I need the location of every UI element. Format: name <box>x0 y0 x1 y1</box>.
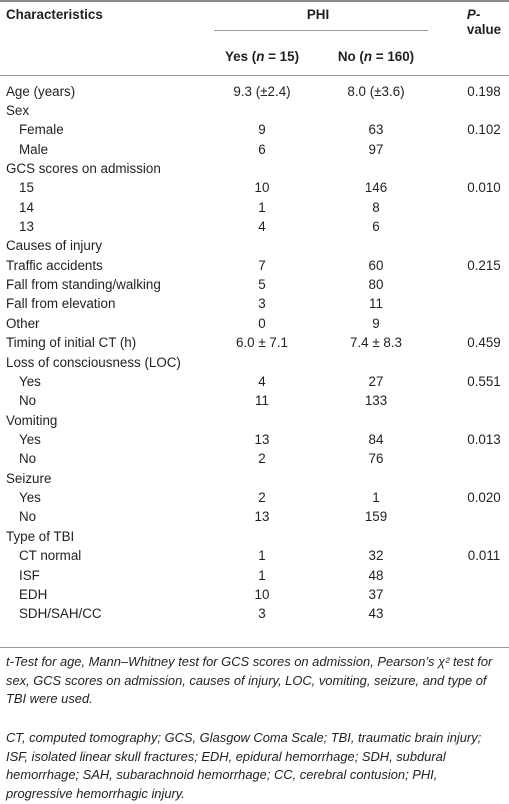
cell-value: 9 <box>372 315 380 331</box>
cell-value: 2 <box>258 490 266 506</box>
row-label: Yes <box>19 431 41 447</box>
header-rule <box>0 75 509 76</box>
cell-value: 8.0 (±3.6) <box>347 83 405 99</box>
cell-value: 9 <box>258 122 266 138</box>
row-label: Yes <box>19 490 41 506</box>
header-yes: Yes (n = 15) <box>225 49 299 64</box>
cell-value: 11 <box>255 393 269 409</box>
yes-n: n <box>256 49 265 64</box>
cell-value: 97 <box>368 141 384 157</box>
row-label: Type of TBI <box>6 528 75 544</box>
cell-value: 0.010 <box>467 180 501 196</box>
cell-value: 13 <box>254 509 270 525</box>
cell-value: 9.3 (±2.4) <box>233 83 291 99</box>
cell-value: 80 <box>368 277 384 293</box>
no-b: = 160) <box>372 49 415 64</box>
row-label: Causes of injury <box>6 238 103 254</box>
cell-value: 13 <box>254 431 270 447</box>
cell-value: 1 <box>372 490 380 506</box>
top-rule <box>0 0 509 2</box>
header-p-value: P-value <box>467 7 501 37</box>
no-a: No ( <box>337 49 364 64</box>
row-label: EDH <box>19 586 48 602</box>
cell-value: 10 <box>254 586 270 602</box>
cell-value: 32 <box>368 548 384 564</box>
cell-value: 1 <box>258 548 266 564</box>
cell-value: 5 <box>258 277 266 293</box>
row-label: Loss of consciousness (LOC) <box>6 354 181 370</box>
cell-value: 4 <box>258 219 266 235</box>
row-label: 15 <box>19 180 34 196</box>
header-no: No (n = 160) <box>338 49 414 64</box>
row-label: No <box>19 451 37 467</box>
cell-value: 0.215 <box>467 257 501 273</box>
cell-value: 0.011 <box>467 548 501 564</box>
no-n: n <box>363 49 373 64</box>
cell-value: 37 <box>368 586 384 602</box>
cell-value: 27 <box>368 373 384 389</box>
cell-value: 2 <box>258 451 266 467</box>
row-label: Female <box>19 122 64 138</box>
note: t-Test for age, Mann–Whitney test for GC… <box>6 654 493 707</box>
group-rule <box>214 30 428 31</box>
row-label: Other <box>6 315 40 331</box>
cell-value: 76 <box>368 451 384 467</box>
cell-value: 63 <box>368 122 384 138</box>
row-label: CT normal <box>19 548 82 564</box>
cell-value: 3 <box>258 606 266 622</box>
cell-value: 0.013 <box>467 431 501 447</box>
cell-value: 0 <box>258 315 266 331</box>
cell-value: 1 <box>258 567 266 583</box>
row-label: Yes <box>19 373 41 389</box>
cell-value: 3 <box>258 296 266 312</box>
cell-value: 60 <box>368 257 384 273</box>
cell-value: 0.459 <box>467 335 501 351</box>
cell-value: 133 <box>364 393 388 409</box>
row-label: Vomiting <box>6 412 58 428</box>
row-label: 13 <box>19 219 34 235</box>
cell-value: 6 <box>372 219 380 235</box>
cell-value: 0.551 <box>467 373 501 389</box>
cell-value: 11 <box>369 296 383 312</box>
cell-value: 7.4 ± 8.3 <box>349 335 403 351</box>
row-label: GCS scores on admission <box>6 160 161 176</box>
row-label: Age (years) <box>6 83 76 99</box>
header-group: PHI <box>306 7 330 22</box>
cell-value: 6.0 ± 7.1 <box>235 335 289 351</box>
cell-value: 0.102 <box>467 122 501 138</box>
cell-value: 159 <box>364 509 388 525</box>
yes-a: Yes ( <box>224 49 257 64</box>
row-label: No <box>19 509 37 525</box>
yes-b: = 15) <box>264 49 300 64</box>
cell-value: 0.020 <box>467 490 501 506</box>
row-label: Fall from standing/walking <box>6 277 161 293</box>
row-label: 14 <box>19 199 34 215</box>
cell-value: 7 <box>258 257 266 273</box>
note: CT, computed tomography; GCS, Glasgow Co… <box>6 730 482 802</box>
header-characteristics: Characteristics <box>6 7 103 22</box>
cell-value: 1 <box>258 199 266 215</box>
cell-value: 48 <box>368 567 384 583</box>
bottom-rule <box>0 647 509 648</box>
cell-value: 84 <box>368 431 384 447</box>
row-label: No <box>19 393 37 409</box>
cell-value: 6 <box>258 141 266 157</box>
row-label: Traffic accidents <box>6 257 103 273</box>
cell-value: 10 <box>254 180 270 196</box>
row-label: Timing of initial CT (h) <box>6 335 137 351</box>
cell-value: 43 <box>368 606 384 622</box>
row-label: Male <box>19 141 49 157</box>
p-rest: -value <box>466 7 502 37</box>
cell-value: 146 <box>364 180 388 196</box>
row-label: Seizure <box>6 470 52 486</box>
cell-value: 0.198 <box>467 83 501 99</box>
row-label: Sex <box>6 102 30 118</box>
row-label: SDH/SAH/CC <box>19 606 102 622</box>
p-italic: P <box>466 7 476 22</box>
row-label: Fall from elevation <box>6 296 116 312</box>
cell-value: 4 <box>258 373 266 389</box>
cell-value: 8 <box>372 199 380 215</box>
row-label: ISF <box>19 567 40 583</box>
